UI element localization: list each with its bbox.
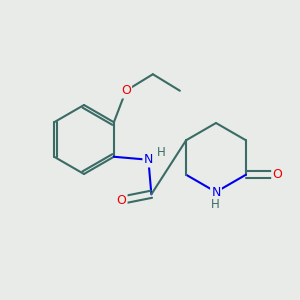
Text: N: N — [211, 185, 221, 199]
Text: O: O — [116, 194, 126, 207]
Text: O: O — [121, 84, 131, 97]
Text: H: H — [211, 197, 220, 211]
Text: N: N — [144, 153, 153, 166]
Text: O: O — [272, 168, 282, 181]
Text: H: H — [157, 146, 165, 159]
